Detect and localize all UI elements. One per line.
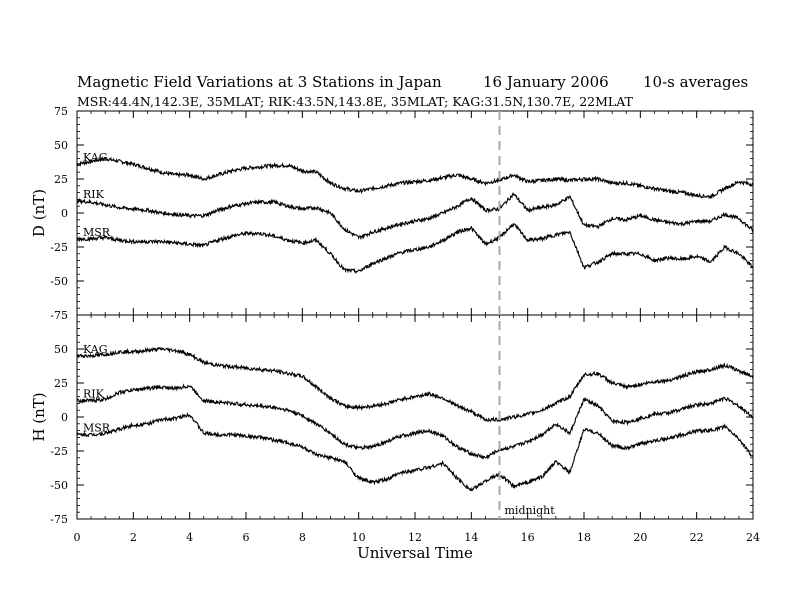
panel-H-ytick-label: -75 xyxy=(50,513,68,526)
panel-H-ytick-label: -50 xyxy=(50,479,68,492)
panel-D-series-rik xyxy=(76,192,754,241)
panel-D-ytick-label: 75 xyxy=(54,105,68,118)
panel-D-series-label-msr: MSR xyxy=(83,226,111,239)
xtick-label: 24 xyxy=(746,531,760,544)
panel-H-ytick-label: 50 xyxy=(54,343,68,356)
xtick-label: 18 xyxy=(577,531,591,544)
xtick-label: 12 xyxy=(408,531,422,544)
panel-H-ytick-label: 0 xyxy=(61,411,68,424)
panel-H-series-kag xyxy=(76,346,754,423)
panel-H-ytick-label: 25 xyxy=(54,377,68,390)
xtick-label: 4 xyxy=(186,531,193,544)
panel-H-series-rik xyxy=(76,383,754,460)
chart-title: Magnetic Field Variations at 3 Stations … xyxy=(77,73,442,91)
panel-D-ytick-label: 25 xyxy=(54,173,68,186)
panel-D-series-msr xyxy=(76,223,754,274)
panel-H-ytick-label: -25 xyxy=(50,445,68,458)
panel-D-series-kag xyxy=(76,156,754,200)
xtick-label: 14 xyxy=(464,531,478,544)
panel-H-series-label-msr: MSR xyxy=(83,422,111,435)
panel-D-ylabel: D (nT) xyxy=(30,189,48,237)
panel-D-frame xyxy=(76,110,754,316)
chart-averaging: 10-s averages xyxy=(643,73,749,91)
panel-D-series-label-rik: RIK xyxy=(83,188,105,201)
panel-H-series-label-kag: KAG xyxy=(83,343,108,356)
xtick-label: 10 xyxy=(352,531,366,544)
panel-H-series-msr xyxy=(76,411,754,492)
panel-D-ytick-label: -25 xyxy=(50,241,68,254)
x-axis-label: Universal Time xyxy=(357,544,473,562)
panel-D-ytick-label: 50 xyxy=(54,139,68,152)
panel-D-ytick-label: -50 xyxy=(50,275,68,288)
panel-D-ytick-label: 0 xyxy=(61,207,68,220)
midnight-marker-label: midnight xyxy=(505,504,556,517)
xtick-label: 0 xyxy=(74,531,81,544)
xtick-label: 20 xyxy=(633,531,647,544)
panel-H-series-label-rik: RIK xyxy=(83,388,105,401)
xtick-label: 16 xyxy=(521,531,535,544)
panel-D-series-label-kag: KAG xyxy=(83,151,108,164)
stations-line: MSR:44.4N,142.3E, 35MLAT; RIK:43.5N,143.… xyxy=(77,94,633,109)
xtick-label: 8 xyxy=(299,531,306,544)
xtick-label: 6 xyxy=(243,531,250,544)
panel-D-ytick-label: -75 xyxy=(50,309,68,322)
panel-H-ylabel: H (nT) xyxy=(30,392,48,441)
xtick-label: 22 xyxy=(690,531,704,544)
xtick-label: 2 xyxy=(130,531,137,544)
chart-date: 16 January 2006 xyxy=(483,73,609,91)
